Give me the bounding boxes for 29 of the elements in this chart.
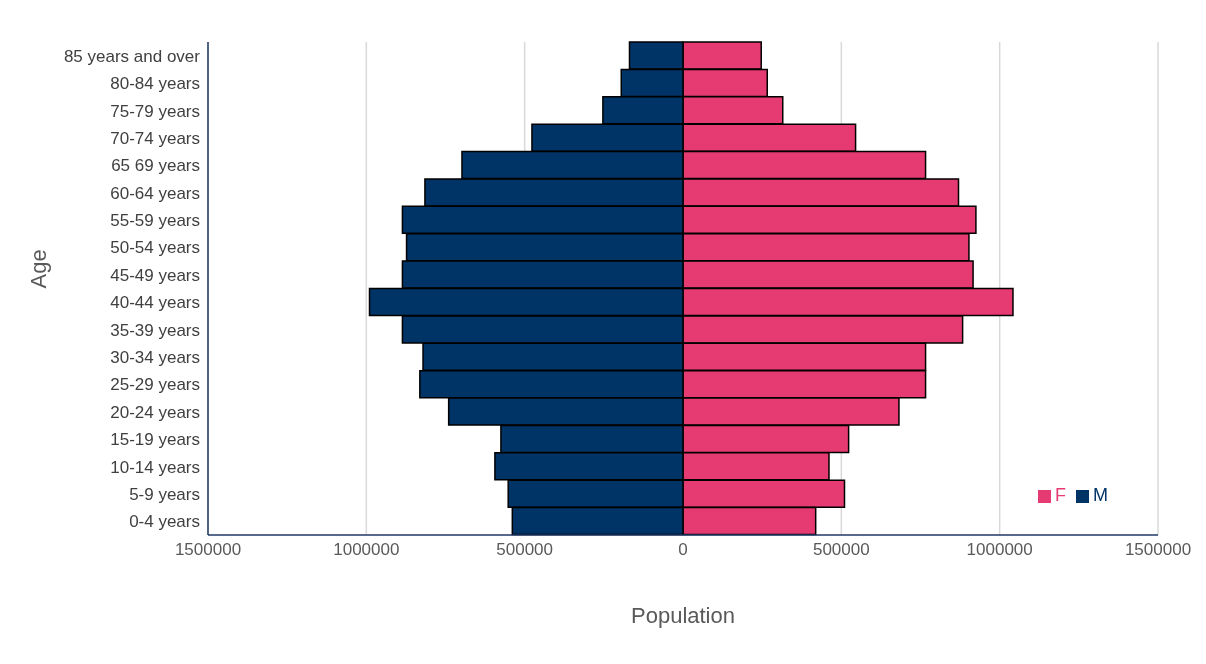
y-tick-label: 85 years and over [63,46,201,66]
y-tick-label: 35-39 years [110,320,200,340]
x-tick-label: 1000000 [966,540,1033,560]
y-tick-label: 75-79 years [110,101,200,121]
x-tick-label: 1500000 [174,540,242,560]
y-tick-label: 80-84 years [110,74,200,94]
x-tick-label: 1500000 [1124,540,1192,560]
x-axis-title: Population [631,603,735,628]
y-tick-label: 55-59 years [110,211,200,231]
x-tick-label: 500000 [496,540,554,560]
y-tick-label: 15-19 years [110,430,200,450]
y-tick-label: 30-34 years [110,348,200,368]
y-tick-label: 50-54 years [110,238,200,258]
y-tick-label: 5-9 years [129,484,200,504]
x-tick-label: 0 [678,540,688,560]
legend-label: M [1093,485,1108,505]
y-tick-label: 70-74 years [110,128,200,148]
y-tick-label: 65 69 years [111,156,200,176]
legend-label: F [1055,485,1066,505]
y-tick-label: 45-49 years [110,265,200,285]
y-tick-label: 10-14 years [110,457,200,477]
y-tick-label: 25-29 years [110,375,200,395]
y-tick-label: 20-24 years [110,402,200,422]
y-tick-label: 0-4 years [129,512,200,532]
x-tick-label: 1000000 [333,540,400,560]
x-tick-label: 500000 [812,540,870,560]
y-axis-title: Age [25,249,51,289]
y-tick-label: 40-44 years [110,293,200,313]
y-tick-label: 60-64 years [110,183,200,203]
